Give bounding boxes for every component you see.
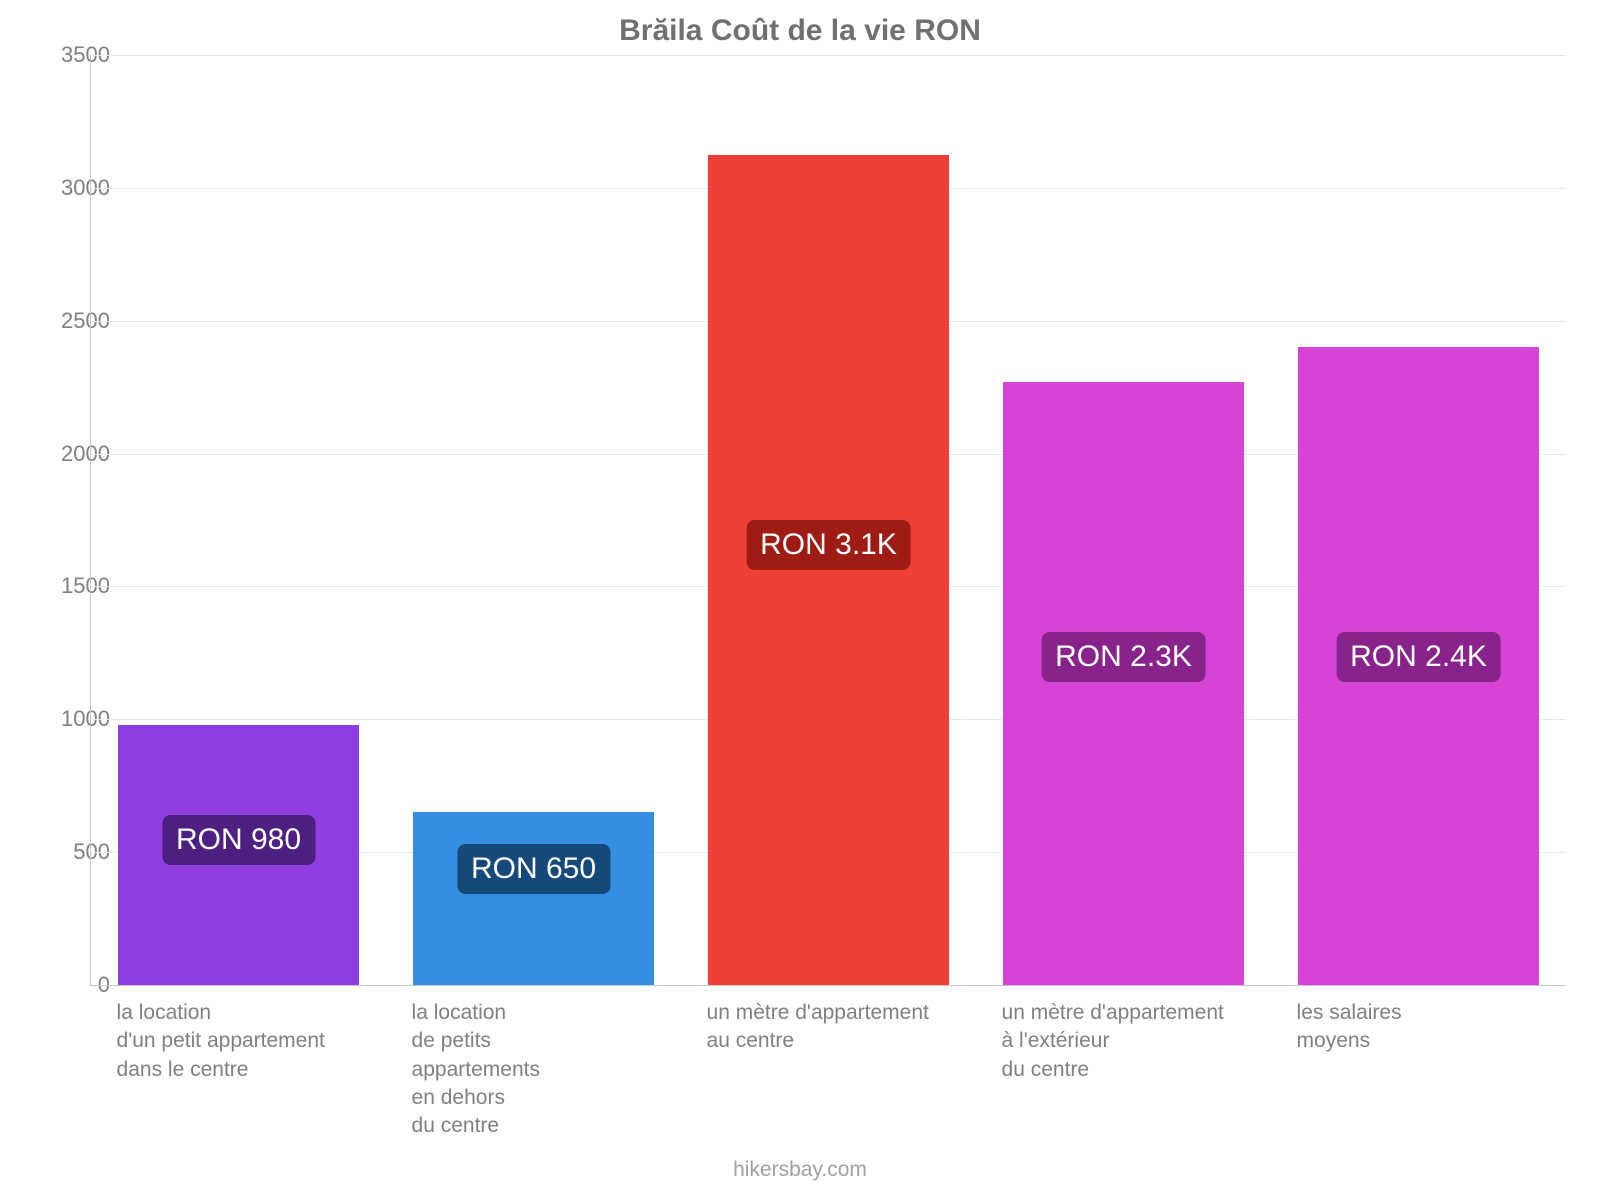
value-badge: RON 3.1K bbox=[746, 520, 911, 570]
value-badge: RON 2.4K bbox=[1336, 632, 1501, 682]
x-category-label: un mètre d'appartement à l'extérieur du … bbox=[1002, 999, 1284, 1084]
bar bbox=[1003, 382, 1245, 985]
x-category-label: la location d'un petit appartement dans … bbox=[117, 999, 399, 1084]
x-category-label: un mètre d'appartement au centre bbox=[707, 999, 989, 1056]
x-category-label: la location de petits appartements en de… bbox=[412, 999, 694, 1141]
value-badge: RON 2.3K bbox=[1041, 632, 1206, 682]
value-badge: RON 980 bbox=[162, 815, 315, 865]
gridline bbox=[91, 55, 1566, 56]
value-badge: RON 650 bbox=[457, 844, 610, 894]
x-category-label: les salaires moyens bbox=[1297, 999, 1579, 1056]
cost-of-living-chart: Brăila Coût de la vie RON 05001000150020… bbox=[0, 0, 1600, 1200]
attribution-text: hikersbay.com bbox=[0, 1158, 1600, 1182]
plot-area: RON 980 RON 650 RON 3.1K RON 2.3K RON 2.4K bbox=[90, 55, 1566, 986]
chart-title: Brăila Coût de la vie RON bbox=[0, 14, 1600, 48]
bar bbox=[413, 812, 655, 985]
